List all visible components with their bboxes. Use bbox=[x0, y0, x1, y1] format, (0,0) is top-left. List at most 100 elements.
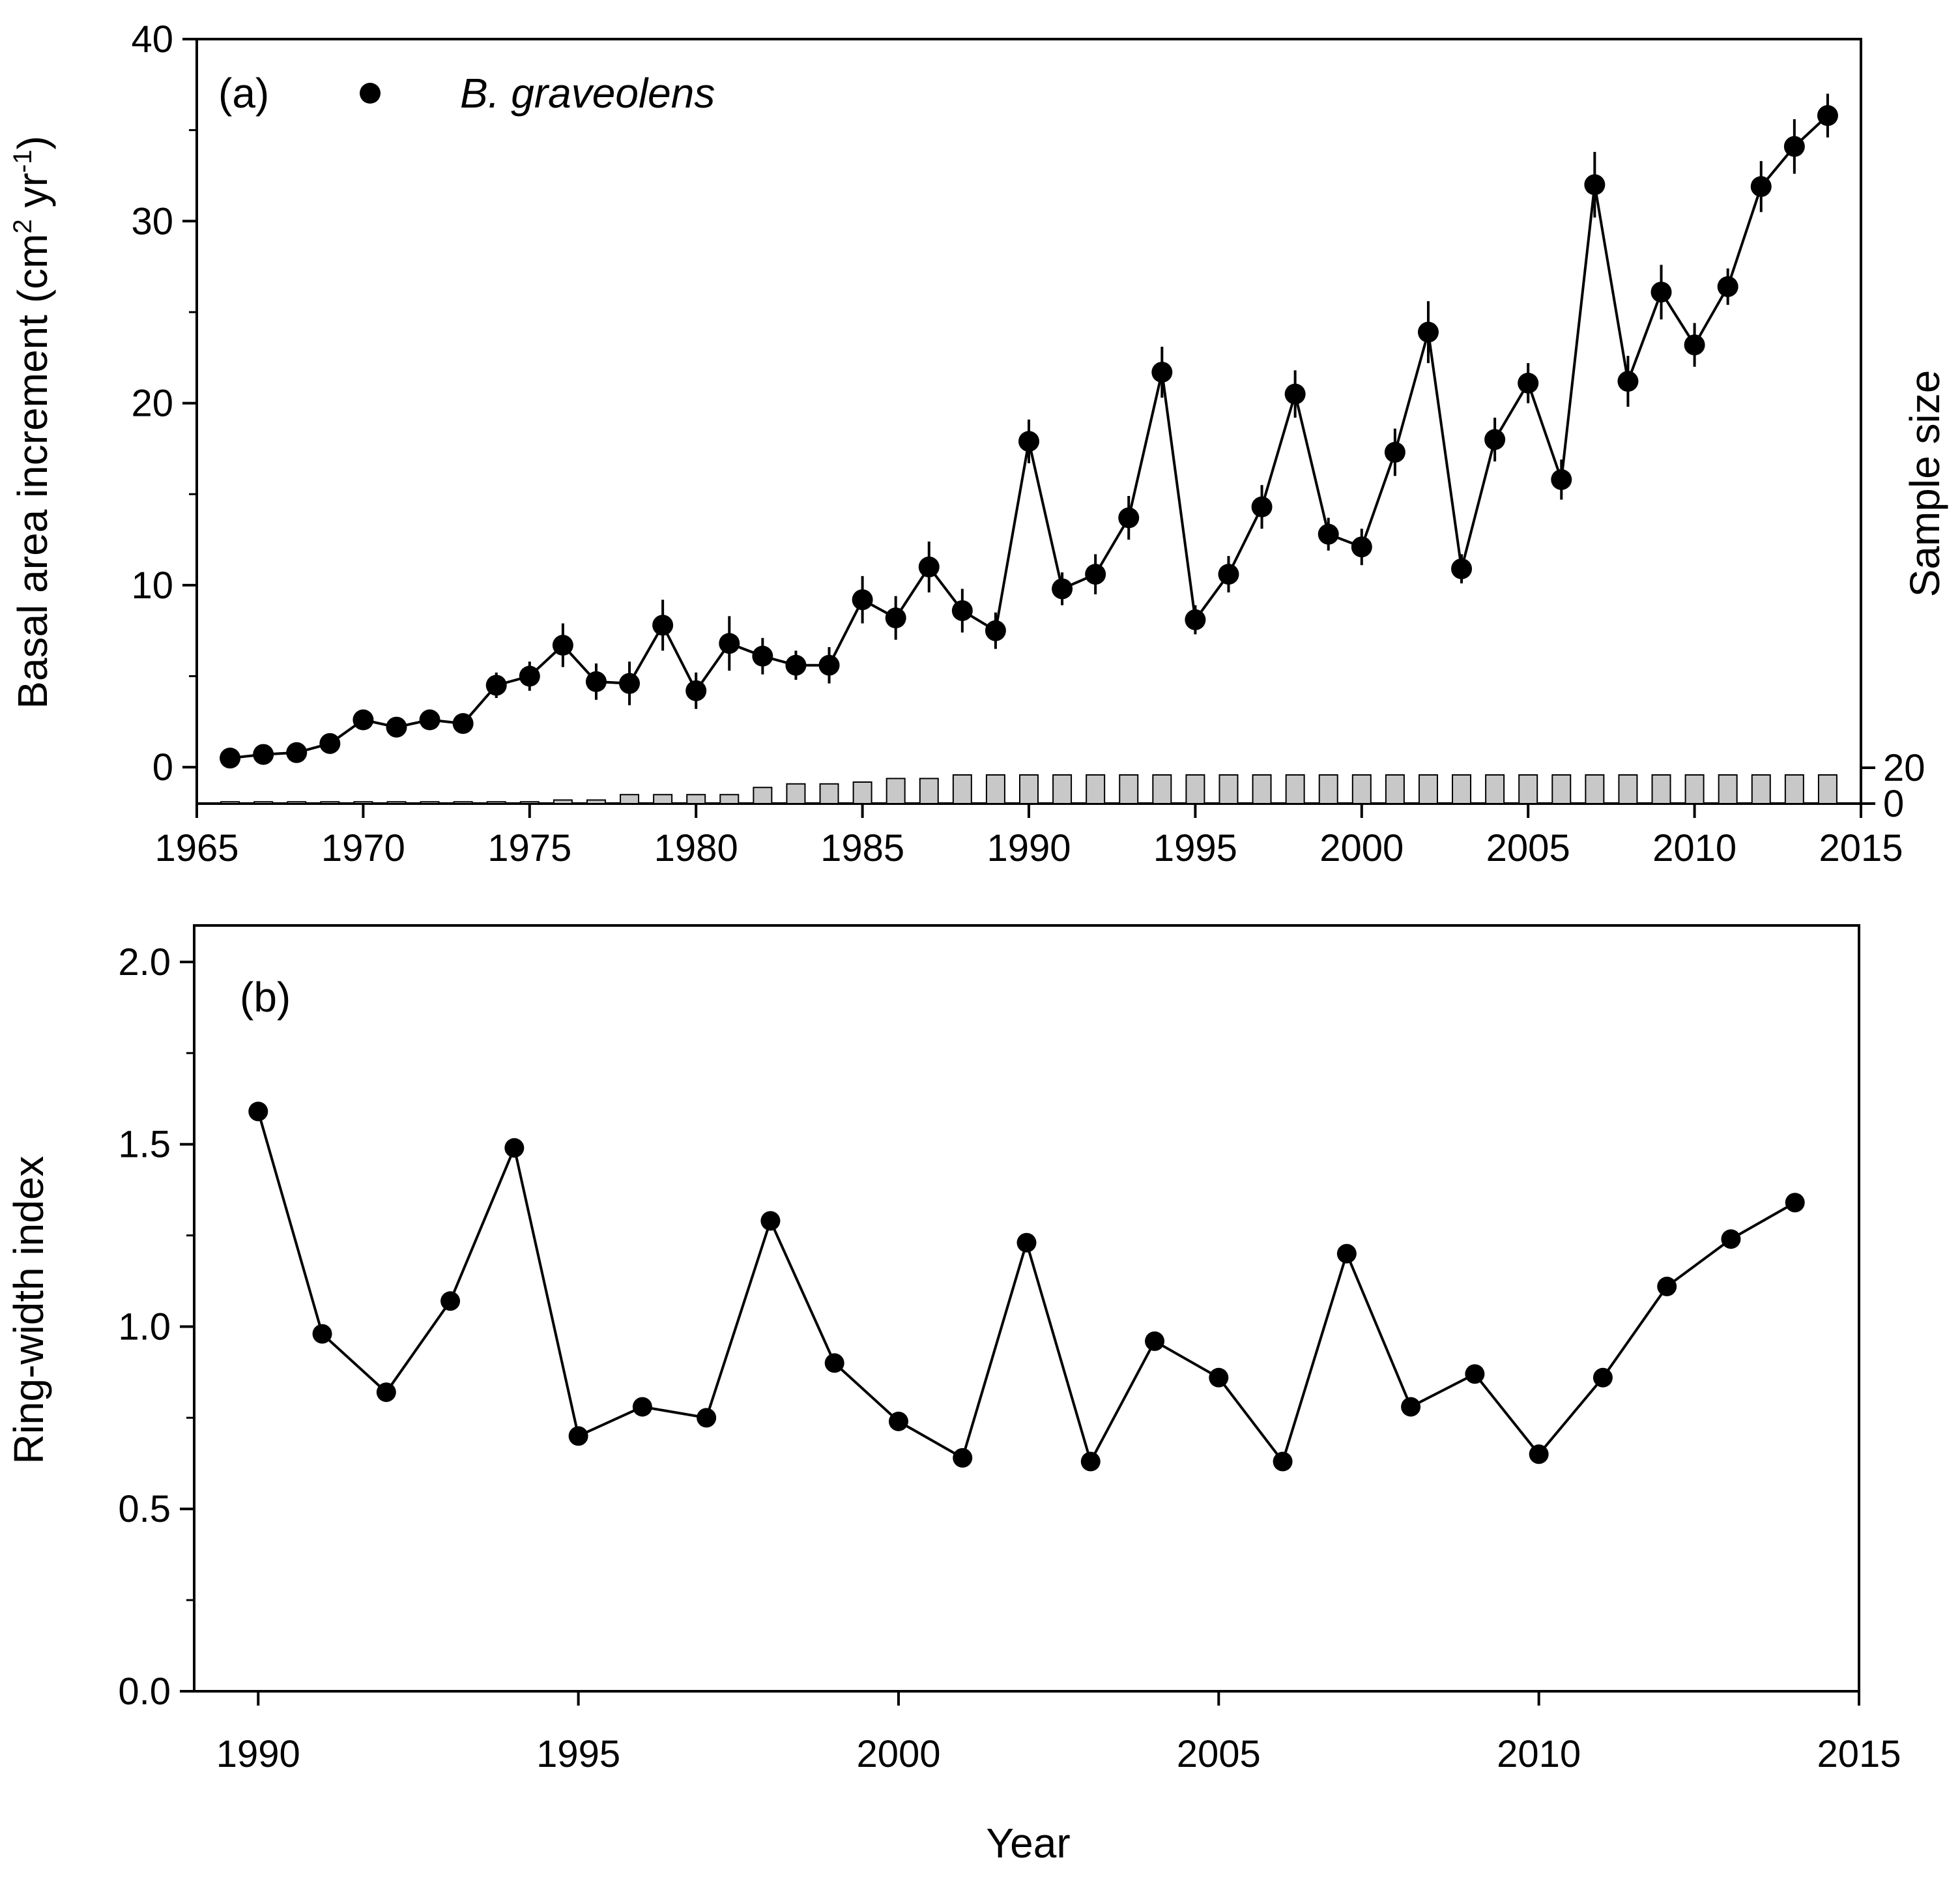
data-point bbox=[1592, 1367, 1613, 1388]
sample-size-bar bbox=[586, 799, 606, 804]
data-point bbox=[440, 1291, 461, 1311]
data-point bbox=[953, 1448, 973, 1468]
x-tick-label: 2000 bbox=[1319, 827, 1404, 869]
data-point bbox=[519, 665, 540, 687]
data-point bbox=[888, 1411, 908, 1431]
data-point bbox=[419, 709, 440, 731]
data-point bbox=[485, 675, 507, 696]
x-tick-label: 1980 bbox=[654, 827, 738, 869]
y2-tick-label: 20 bbox=[1883, 747, 1925, 789]
data-point bbox=[1318, 523, 1339, 545]
data-point bbox=[951, 600, 973, 621]
data-point bbox=[1817, 105, 1838, 126]
data-point bbox=[568, 1426, 588, 1446]
data-point bbox=[312, 1324, 332, 1344]
data-point bbox=[719, 633, 740, 654]
x-tick-label: 2015 bbox=[1819, 827, 1903, 869]
sample-size-bar bbox=[1751, 774, 1771, 804]
ring-width-series-points bbox=[248, 1101, 1805, 1472]
y-tick-label: 20 bbox=[131, 383, 173, 425]
sample-size-bar bbox=[1718, 774, 1738, 804]
y-tick-label: 1.5 bbox=[118, 1124, 171, 1166]
sample-size-bar bbox=[1152, 774, 1172, 804]
data-point bbox=[253, 744, 274, 765]
data-point bbox=[1209, 1367, 1229, 1388]
data-point bbox=[1750, 176, 1772, 197]
sample-size-bar bbox=[1817, 774, 1837, 804]
panel-b-y-axis: 0.0 0.5 1.0 1.5 2.0 bbox=[118, 941, 194, 1713]
y-tick-label: 0.0 bbox=[118, 1670, 171, 1713]
panel-a-label: (a) bbox=[218, 70, 269, 117]
panel-a-y-axis-title: Basal area increment (cm2 yr-1) bbox=[8, 136, 56, 708]
data-point bbox=[1085, 564, 1106, 585]
x-axis-title: Year bbox=[986, 1820, 1070, 1867]
sample-size-bar bbox=[653, 794, 673, 804]
data-point bbox=[985, 620, 1006, 641]
data-point bbox=[1284, 383, 1306, 405]
data-point bbox=[1721, 1229, 1741, 1249]
x-tick-label: 2010 bbox=[1652, 827, 1737, 869]
data-point bbox=[1657, 1276, 1677, 1296]
data-point bbox=[386, 716, 407, 738]
data-point bbox=[1783, 136, 1805, 157]
panel-b-x-axis: 1990 1995 2000 2005 2010 2015 bbox=[216, 1691, 1901, 1775]
data-point bbox=[1351, 536, 1372, 558]
data-point bbox=[1551, 469, 1572, 490]
data-point bbox=[885, 607, 906, 629]
data-point bbox=[1336, 1244, 1357, 1264]
y-tick-label: 0.5 bbox=[118, 1488, 171, 1530]
data-point bbox=[1785, 1193, 1805, 1213]
x-tick-label: 1995 bbox=[1153, 827, 1237, 869]
panel-a-y-axis: 0 10 20 30 40 bbox=[131, 18, 197, 789]
sample-size-bar bbox=[1485, 774, 1505, 804]
data-point bbox=[220, 748, 241, 769]
data-point bbox=[1384, 441, 1405, 463]
data-point bbox=[1218, 564, 1239, 585]
sample-size-bar bbox=[1551, 774, 1572, 804]
data-point bbox=[760, 1211, 781, 1231]
data-point bbox=[353, 709, 374, 731]
sample-size-bars bbox=[220, 774, 1837, 804]
sample-size-bar bbox=[353, 801, 373, 804]
x-tick-label: 1970 bbox=[321, 827, 405, 869]
data-point bbox=[697, 1408, 717, 1428]
sample-size-bar bbox=[453, 801, 473, 804]
sample-size-bar bbox=[819, 783, 839, 804]
data-point bbox=[585, 671, 607, 692]
data-point bbox=[1401, 1397, 1421, 1417]
sample-size-bar bbox=[1119, 774, 1139, 804]
sample-size-bar bbox=[1385, 774, 1405, 804]
x-tick-label: 1985 bbox=[820, 827, 904, 869]
data-point bbox=[1484, 429, 1506, 450]
x-tick-label: 1975 bbox=[487, 827, 571, 869]
data-point bbox=[824, 1353, 844, 1373]
data-point bbox=[632, 1397, 652, 1417]
data-point bbox=[652, 615, 674, 636]
panel-b-label: (b) bbox=[240, 974, 291, 1021]
panel-b-frame bbox=[193, 924, 1860, 1693]
data-point bbox=[452, 713, 474, 735]
sample-size-bar bbox=[1684, 774, 1705, 804]
x-tick-label: 1990 bbox=[216, 1733, 300, 1775]
data-point bbox=[1584, 174, 1606, 196]
sample-size-bar bbox=[253, 801, 274, 804]
sample-size-bar bbox=[1618, 774, 1638, 804]
data-point bbox=[1465, 1364, 1485, 1384]
data-point bbox=[286, 742, 308, 763]
sample-size-bar bbox=[919, 778, 939, 804]
y-tick-label: 40 bbox=[131, 18, 173, 61]
x-tick-label: 1990 bbox=[987, 827, 1071, 869]
sample-size-bar bbox=[519, 801, 540, 804]
data-point bbox=[918, 556, 940, 577]
sample-size-bar bbox=[1418, 774, 1438, 804]
x-tick-label: 2005 bbox=[1177, 1733, 1261, 1775]
sample-size-bar bbox=[1784, 774, 1804, 804]
sample-size-bar bbox=[1285, 774, 1305, 804]
legend-label: B. graveolens bbox=[460, 70, 715, 117]
sample-size-bar bbox=[985, 774, 1005, 804]
data-point bbox=[1080, 1451, 1101, 1472]
data-point bbox=[248, 1101, 268, 1122]
y-tick-label: 30 bbox=[131, 200, 173, 242]
sample-size-bar bbox=[1518, 774, 1538, 804]
sample-size-bar bbox=[886, 778, 906, 804]
